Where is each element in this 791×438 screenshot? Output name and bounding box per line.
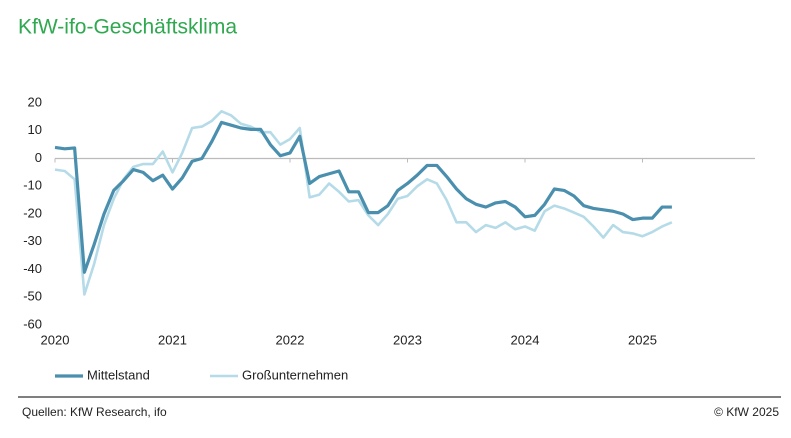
copyright: © KfW 2025: [714, 405, 779, 419]
x-tick-label: 2023: [393, 332, 422, 347]
legend-label: Mittelstand: [87, 367, 150, 382]
x-tick-label: 2025: [628, 332, 657, 347]
series-line: [54, 110, 673, 296]
x-tick-label: 2024: [511, 332, 540, 347]
chart-title: KfW-ifo-Geschäftsklima: [18, 16, 237, 39]
series-line: [54, 120, 672, 274]
y-tick-label: -30: [23, 233, 42, 248]
legend-label: Großunternehmen: [242, 367, 348, 382]
source: Quellen: KfW Research, ifo: [22, 405, 167, 419]
y-tick-label: -10: [23, 178, 42, 193]
x-tick-label: 2022: [276, 332, 305, 347]
x-tick-label: 2020: [41, 332, 70, 347]
y-tick-label: -20: [23, 205, 42, 220]
x-tick-label: 2021: [158, 332, 187, 347]
y-tick-label: -50: [23, 289, 42, 304]
y-tick-label: -40: [23, 261, 42, 276]
y-tick-label: 0: [35, 150, 42, 165]
y-tick-label: 10: [28, 122, 42, 137]
y-tick-label: -60: [23, 316, 42, 331]
y-tick-label: 20: [28, 94, 42, 109]
